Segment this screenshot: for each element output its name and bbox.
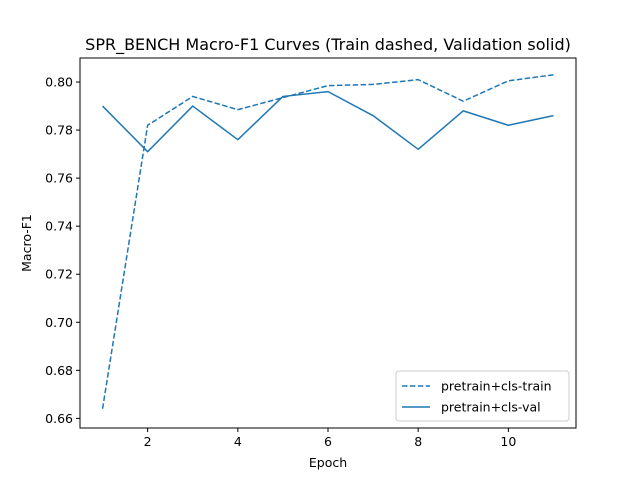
x-tick-label: 8 xyxy=(414,434,422,449)
y-tick-label: 0.74 xyxy=(45,219,73,234)
y-tick-label: 0.78 xyxy=(45,123,73,138)
y-tick-label: 0.70 xyxy=(45,315,73,330)
legend-label-val: pretrain+cls-val xyxy=(441,400,541,415)
legend: pretrain+cls-train pretrain+cls-val xyxy=(395,370,570,422)
y-tick-label: 0.66 xyxy=(45,411,73,426)
x-tick-label: 10 xyxy=(500,434,516,449)
x-tick-label: 6 xyxy=(324,434,332,449)
x-axis: 2 4 6 8 10 xyxy=(144,428,516,449)
x-tick-label: 4 xyxy=(234,434,242,449)
y-axis-label: Macro-F1 xyxy=(19,214,34,272)
y-tick-label: 0.76 xyxy=(45,171,73,186)
y-tick-label: 0.80 xyxy=(45,75,73,90)
series-line-val xyxy=(102,90,554,153)
series-layer xyxy=(101,74,554,409)
legend-box xyxy=(395,370,570,422)
legend-label-train: pretrain+cls-train xyxy=(441,379,552,394)
y-axis: 0.66 0.68 0.70 0.72 0.74 0.76 0.78 0.80 xyxy=(45,75,80,426)
chart-title: SPR_BENCH Macro-F1 Curves (Train dashed,… xyxy=(85,35,571,55)
y-tick-label: 0.72 xyxy=(45,267,73,282)
y-tick-label: 0.68 xyxy=(45,363,73,378)
x-axis-label: Epoch xyxy=(309,455,347,470)
x-tick-label: 2 xyxy=(144,434,152,449)
